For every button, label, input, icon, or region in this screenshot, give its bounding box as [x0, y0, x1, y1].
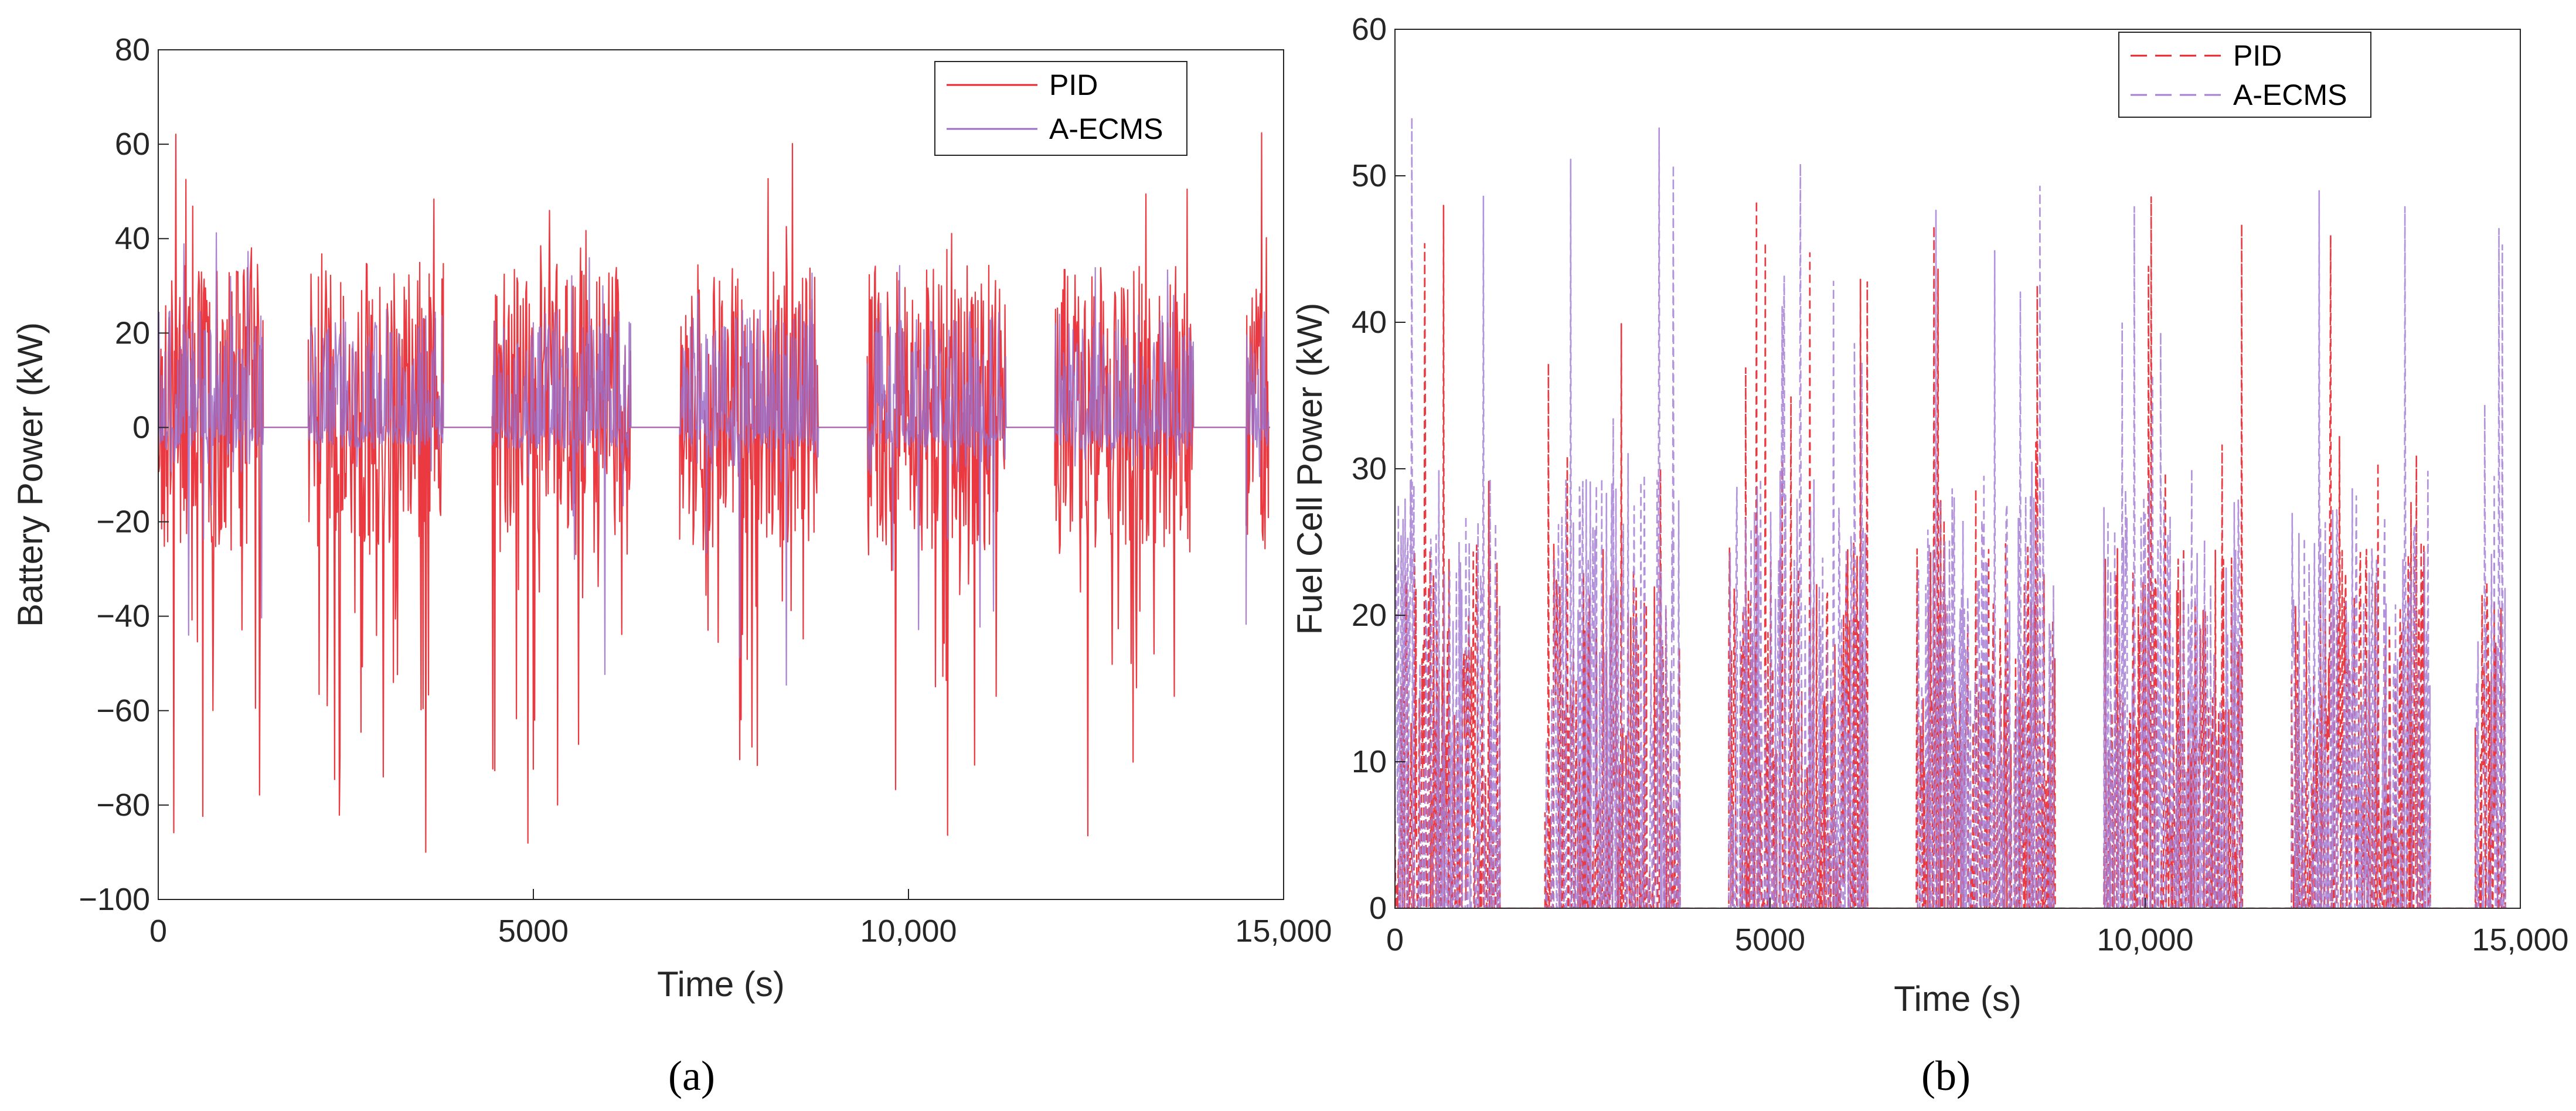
- series-group-b: [1395, 116, 2507, 908]
- x-tick-label: 10,000: [860, 914, 957, 949]
- x-axis-ticks-b: 0 5000 10,000 15,000: [1386, 898, 2569, 957]
- y-axis-ticks-a: 80 60 40 20 0 −20 −40 −60 −80 −100: [79, 32, 169, 917]
- y-tick-label: 50: [1352, 158, 1387, 193]
- legend-b: PID A-ECMS: [2118, 32, 2371, 118]
- y-tick-label: −80: [96, 788, 150, 823]
- y-tick-label: 40: [1352, 305, 1387, 340]
- x-tick-label: 0: [1386, 922, 1404, 957]
- series-group-a: [158, 132, 1270, 853]
- y-tick-label: 20: [115, 315, 150, 350]
- y-tick-label: −40: [96, 599, 150, 634]
- axes-frame-a: [158, 49, 1284, 900]
- y-tick-label: 80: [115, 32, 150, 67]
- x-tick-label: 15,000: [2472, 922, 2568, 957]
- x-tick-label: 5000: [498, 914, 569, 949]
- x-tick-label: 5000: [1735, 922, 1805, 957]
- y-tick-label: 10: [1352, 744, 1387, 779]
- chart-panel-a: 80 60 40 20 0 −20 −40 −60 −80 −100 0 5000 10,000 15,…: [11, 32, 1332, 1099]
- y-tick-label: 60: [1352, 12, 1387, 47]
- legend-label-a-pid: PID: [1049, 69, 1098, 101]
- y-tick-label: 40: [115, 221, 150, 256]
- x-tick-label: 10,000: [2097, 922, 2193, 957]
- x-tick-label: 0: [149, 914, 167, 949]
- legend-box-a: [934, 61, 1187, 156]
- y-tick-label: 30: [1352, 451, 1387, 486]
- series-line-pid: [158, 132, 1270, 853]
- y-axis-label-b: Fuel Cell Power (kW): [1290, 303, 1329, 635]
- panel-label-a: (a): [668, 1052, 715, 1099]
- series-line-a-ecms: [158, 232, 1270, 686]
- y-axis-ticks-b: 60 50 40 30 20 10 0: [1352, 12, 1406, 926]
- x-axis-ticks-a: 0 5000 10,000 15,000: [149, 889, 1332, 949]
- y-tick-label: 60: [115, 127, 150, 162]
- y-tick-label: −100: [79, 882, 150, 917]
- x-axis-label-b: Time (s): [1894, 979, 2022, 1018]
- panel-label-b: (b): [1921, 1052, 1971, 1099]
- legend-label-b-aecms: A-ECMS: [2233, 79, 2347, 111]
- chart-panel-b: 60 50 40 30 20 10 0 0 5000 10,000 15,000 Time (s)…: [1290, 12, 2569, 1099]
- panel-label-b-text: (b): [1921, 1052, 1971, 1099]
- y-axis-label-a: Battery Power (kW): [11, 322, 50, 627]
- x-tick-label: 15,000: [1235, 914, 1332, 949]
- legend-label-b-pid: PID: [2233, 39, 2282, 72]
- legend-a: PID A-ECMS: [934, 61, 1187, 156]
- series-line-a-ecms: [1395, 116, 2507, 908]
- y-tick-label: −20: [96, 505, 150, 540]
- legend-box-b: [2118, 32, 2371, 118]
- panel-label-a-text: (a): [668, 1052, 715, 1099]
- y-tick-label: 20: [1352, 598, 1387, 633]
- y-tick-label: 0: [132, 410, 150, 445]
- legend-label-a-aecms: A-ECMS: [1049, 113, 1163, 145]
- y-tick-label: 0: [1369, 891, 1387, 926]
- x-axis-label-a: Time (s): [657, 965, 785, 1004]
- y-tick-label: −60: [96, 693, 150, 728]
